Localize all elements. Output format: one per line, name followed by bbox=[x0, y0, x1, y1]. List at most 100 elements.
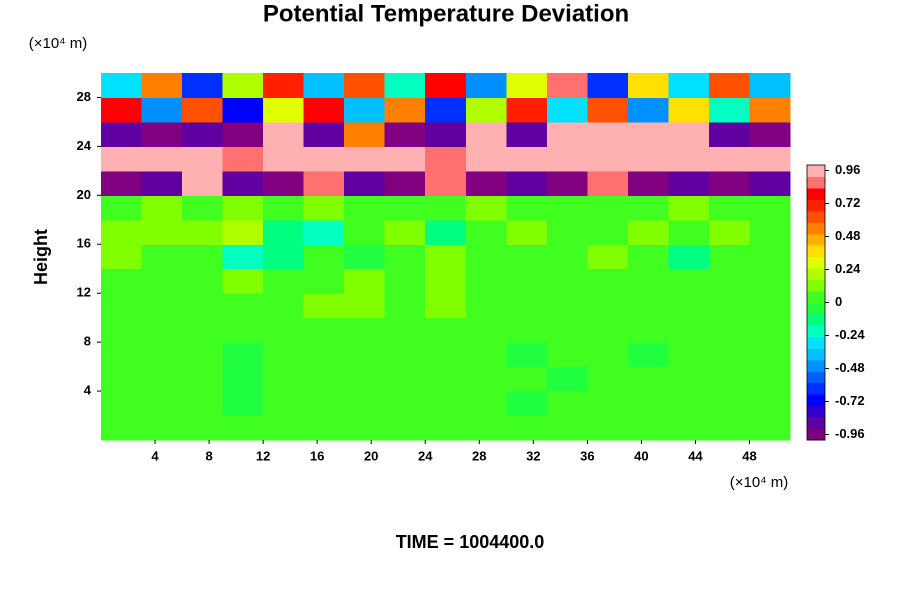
heat-cell bbox=[425, 268, 467, 294]
heat-cell bbox=[344, 342, 386, 368]
heat-cell bbox=[546, 366, 588, 392]
heat-cell bbox=[344, 146, 386, 172]
heat-cell bbox=[708, 268, 750, 294]
heat-cell bbox=[506, 73, 548, 98]
heat-cell bbox=[627, 342, 669, 368]
heat-cell bbox=[465, 170, 507, 196]
heat-cell bbox=[101, 293, 143, 319]
heat-cell bbox=[141, 146, 183, 172]
heat-cell bbox=[222, 97, 264, 123]
heat-cell bbox=[425, 391, 467, 417]
heat-cell bbox=[101, 97, 143, 123]
heat-cell bbox=[384, 195, 426, 221]
heat-cell bbox=[708, 244, 750, 270]
heat-cell bbox=[101, 146, 143, 172]
y-unit: (×10⁴ m) bbox=[29, 35, 88, 52]
heat-cell bbox=[263, 170, 305, 196]
heat-cell bbox=[546, 342, 588, 368]
y-tick-label: 28 bbox=[77, 89, 91, 104]
heat-cell bbox=[668, 366, 710, 392]
heat-cell bbox=[263, 293, 305, 319]
heat-cell bbox=[222, 268, 264, 294]
heat-cell bbox=[344, 244, 386, 270]
x-tick-label: 36 bbox=[580, 448, 594, 463]
heat-cell bbox=[141, 244, 183, 270]
colorbar-tick-label: 0.48 bbox=[835, 228, 860, 243]
heat-cell bbox=[506, 317, 548, 343]
heat-cell bbox=[101, 391, 143, 417]
heat-cell bbox=[222, 73, 264, 98]
heat-cell bbox=[263, 195, 305, 221]
heat-cell bbox=[182, 317, 224, 343]
heat-cell bbox=[384, 121, 426, 147]
heat-cell bbox=[263, 146, 305, 172]
colorbar-tick-label: 0 bbox=[835, 294, 842, 309]
heat-cell bbox=[546, 73, 588, 98]
heat-cell bbox=[344, 97, 386, 123]
heat-cell bbox=[708, 195, 750, 221]
heat-cell bbox=[344, 391, 386, 417]
colorbar-segment bbox=[807, 302, 825, 315]
heat-cell bbox=[587, 317, 629, 343]
heat-cell bbox=[627, 415, 669, 441]
heat-cell bbox=[182, 219, 224, 245]
heat-cell bbox=[263, 342, 305, 368]
colorbar-segment bbox=[807, 394, 825, 407]
heat-cell bbox=[668, 293, 710, 319]
heat-cell bbox=[749, 170, 791, 196]
heat-cell bbox=[749, 342, 791, 368]
heat-cell bbox=[708, 415, 750, 441]
heat-cell bbox=[749, 244, 791, 270]
colorbar-segment bbox=[807, 417, 825, 430]
heat-cell bbox=[587, 195, 629, 221]
x-tick-label: 16 bbox=[310, 448, 324, 463]
heat-cell bbox=[546, 244, 588, 270]
x-tick-label: 4 bbox=[151, 448, 159, 463]
heat-cell bbox=[465, 342, 507, 368]
heat-cell bbox=[344, 219, 386, 245]
heat-cell bbox=[668, 391, 710, 417]
x-tick-label: 44 bbox=[688, 448, 703, 463]
heat-cell bbox=[384, 170, 426, 196]
heat-cell bbox=[222, 219, 264, 245]
colorbar-tick-label: -0.96 bbox=[835, 426, 865, 441]
heat-cell bbox=[546, 97, 588, 123]
heat-cell bbox=[627, 244, 669, 270]
heat-cell bbox=[425, 170, 467, 196]
heat-cell bbox=[101, 342, 143, 368]
colorbar-segment bbox=[807, 428, 825, 441]
heat-cell bbox=[506, 146, 548, 172]
heat-cell bbox=[182, 121, 224, 147]
heat-cell bbox=[587, 121, 629, 147]
chart-title: Potential Temperature Deviation bbox=[263, 0, 629, 27]
heat-cell bbox=[546, 317, 588, 343]
heat-cell bbox=[182, 73, 224, 98]
heat-cell bbox=[344, 268, 386, 294]
heat-cell bbox=[222, 195, 264, 221]
colorbar-segment bbox=[807, 222, 825, 235]
heat-cell bbox=[668, 342, 710, 368]
heat-cell bbox=[344, 317, 386, 343]
x-tick-label: 8 bbox=[205, 448, 212, 463]
colorbar-segment bbox=[807, 382, 825, 395]
heat-cell bbox=[425, 342, 467, 368]
heat-cell bbox=[587, 268, 629, 294]
colorbar-segment bbox=[807, 176, 825, 189]
heat-cell bbox=[384, 342, 426, 368]
heat-cell bbox=[708, 293, 750, 319]
y-tick-label: 16 bbox=[77, 236, 91, 251]
y-tick-label: 12 bbox=[77, 285, 91, 300]
heat-cell bbox=[141, 97, 183, 123]
colorbar-segment bbox=[807, 336, 825, 349]
heat-cell bbox=[182, 244, 224, 270]
heat-cell bbox=[425, 244, 467, 270]
heat-cell bbox=[384, 366, 426, 392]
colorbar-segment bbox=[807, 256, 825, 269]
heat-cell bbox=[425, 121, 467, 147]
colorbar-segment bbox=[807, 199, 825, 212]
colorbar-segment bbox=[807, 165, 825, 177]
heat-cell bbox=[465, 415, 507, 441]
y-tick-label: 24 bbox=[77, 138, 92, 153]
heat-cell bbox=[384, 317, 426, 343]
